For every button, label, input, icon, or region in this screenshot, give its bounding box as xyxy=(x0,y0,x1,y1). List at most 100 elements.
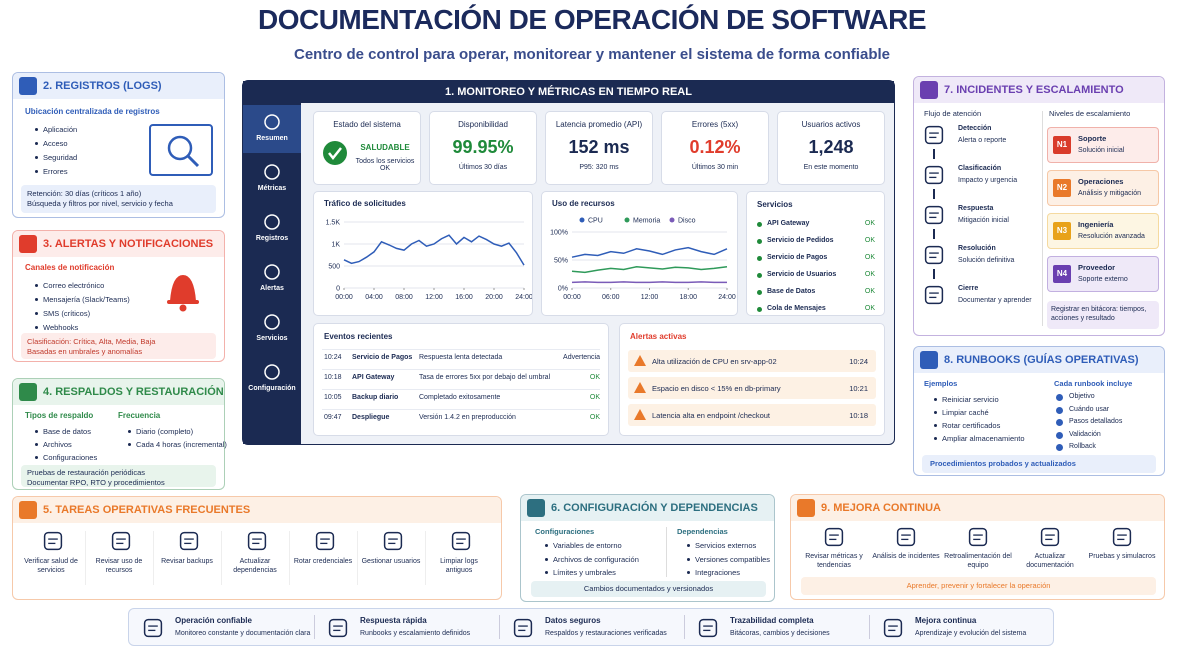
icon xyxy=(513,618,533,638)
x-tick-label: 24:00 xyxy=(515,294,532,301)
x-tick-label: 08:00 xyxy=(395,294,413,301)
x-tick-label: 04:00 xyxy=(365,294,383,301)
event-time: 10:24 xyxy=(324,354,342,361)
panel-header: 9. MEJORA CONTINUA xyxy=(791,495,1164,521)
column-divider xyxy=(1042,111,1043,326)
panel-header: 4. RESPALDOS Y RESTAURACIÓN xyxy=(13,379,224,405)
panel-icon xyxy=(527,499,545,517)
footer-title: Respuesta rápida xyxy=(360,616,427,625)
event-description: Respuesta lenta detectada xyxy=(419,354,503,361)
panel-header: 2. REGISTROS (LOGS) xyxy=(13,73,224,99)
section-heading: Frecuencia xyxy=(118,411,161,420)
task-label: Revisar backups xyxy=(161,558,213,565)
y-tick-label: 0 xyxy=(336,286,340,293)
nav-label: Configuración xyxy=(248,385,296,392)
footer-sub: Bitácoras, cambios y decisiones xyxy=(730,630,830,637)
icon-shape xyxy=(179,531,199,551)
tasks-panel: 5. TAREAS OPERATIVAS FRECUENTES Verificar… xyxy=(12,496,502,600)
runbook-include: Validación xyxy=(1069,430,1101,438)
services-card: Servicios API Gateway OK Servicio de Pedido… xyxy=(746,191,885,316)
kpi-value: 152 ms xyxy=(568,137,630,157)
event-service: Despliegue xyxy=(352,414,390,421)
panel-title: 9. MEJORA CONTINUA xyxy=(821,502,941,514)
icon-shape xyxy=(264,214,280,230)
section-heading: Tipos de respaldo xyxy=(25,411,94,420)
icon-shape xyxy=(634,409,646,420)
icon xyxy=(143,618,163,638)
flow-title: Clasificación xyxy=(958,165,1002,172)
nav-icon xyxy=(264,114,280,130)
kpi-value: 0.12% xyxy=(689,137,741,157)
icon xyxy=(43,531,63,551)
chart-title: Tráfico de solicitudes xyxy=(324,199,406,208)
footer: Operación confiable Monitoreo constante y… xyxy=(128,608,1054,646)
sidebar: Resumen Métricas Registros Alertas Servicios… xyxy=(243,103,301,444)
icon-shape xyxy=(264,364,280,380)
icon-shape xyxy=(1040,527,1060,547)
nav-item: Registros xyxy=(243,205,301,253)
service-name: API Gateway xyxy=(767,220,810,227)
item-divider xyxy=(357,531,358,585)
level-title: Soporte xyxy=(1078,134,1107,143)
bell-icon xyxy=(167,275,199,312)
service-status: OK xyxy=(864,254,875,261)
panel-title: 2. REGISTROS (LOGS) xyxy=(43,80,162,92)
flow-sub: Alerta o reporte xyxy=(958,137,1007,144)
check-badge xyxy=(1056,394,1063,401)
icon-shape xyxy=(170,275,196,301)
icon xyxy=(924,245,944,265)
panel-title: 7. INCIDENTES Y ESCALAMIENTO xyxy=(944,84,1124,96)
note-box: Registrar en bitácora: tiempos, acciones… xyxy=(1047,301,1159,329)
kpi-label: Estado del sistema xyxy=(333,120,401,129)
note-text: Clasificación: Crítica, Alta, Media, Baj… xyxy=(27,337,156,346)
status-dot xyxy=(757,239,762,244)
panel-title: 4. RESPALDOS Y RESTAURACIÓN xyxy=(43,386,224,398)
flow-sub: Solución definitiva xyxy=(958,257,1015,264)
backup-type: Configuraciones xyxy=(35,453,97,462)
panel-title: 8. RUNBOOKS (GUÍAS OPERATIVAS) xyxy=(944,354,1139,366)
improvement-label: Retroalimentación del equipo xyxy=(944,553,1012,569)
config-panel: 6. CONFIGURACIÓN Y DEPENDENCIAS Configura… xyxy=(520,494,775,602)
monitor-header: 1. MONITOREO Y MÉTRICAS EN TIEMPO REAL xyxy=(243,81,894,103)
legend-swatch xyxy=(624,217,630,223)
status-dot xyxy=(757,222,762,227)
channel-item: Correo electrónico xyxy=(35,281,104,290)
log-item: Errores xyxy=(35,167,68,176)
kpi-card: Latencia promedio (API) 152 ms P95: 320 ms xyxy=(545,111,653,185)
icon-shape xyxy=(264,314,280,330)
event-service: Servicio de Pagos xyxy=(352,354,413,361)
dependency-item: Servicios externos xyxy=(687,541,756,550)
nav-icon xyxy=(264,214,280,230)
status-dot xyxy=(757,290,762,295)
panel-icon xyxy=(19,501,37,519)
monitor-panel: 1. MONITOREO Y MÉTRICAS EN TIEMPO REAL Re… xyxy=(242,80,895,445)
event-time: 10:18 xyxy=(324,374,342,381)
log-item: Seguridad xyxy=(35,153,77,162)
icon-shape xyxy=(167,300,199,304)
icon xyxy=(111,531,131,551)
flow-arrow xyxy=(933,189,935,199)
flow-arrow xyxy=(933,229,935,239)
runbooks-panel: 8. RUNBOOKS (GUÍAS OPERATIVAS) Ejemplos Re… xyxy=(913,346,1165,476)
y-tick-label: 500 xyxy=(328,264,340,271)
alert-row: Espacio en disco < 15% en db-primary 10:2… xyxy=(628,377,876,399)
card-title: Alertas activas xyxy=(630,332,687,341)
backup-frequency: Cada 4 horas (incremental) xyxy=(128,440,227,449)
task-label: Rotar credenciales xyxy=(293,558,353,565)
improvement-label: Revisar métricas y tendencias xyxy=(805,553,863,569)
flow-title: Detección xyxy=(958,125,992,132)
icon xyxy=(1040,527,1060,547)
alert-row: Latencia alta en endpoint /checkout 10:18 xyxy=(628,404,876,426)
log-item: Aplicación xyxy=(35,125,77,134)
x-tick-label: 06:00 xyxy=(602,294,620,301)
alerts-panel: 3. ALERTAS Y NOTIFICACIONES Canales de no… xyxy=(12,230,225,362)
section-heading: Niveles de escalamiento xyxy=(1049,109,1131,118)
channel-item: Mensajería (Slack/Teams) xyxy=(35,295,130,304)
service-status: OK xyxy=(864,220,875,227)
service-status: OK xyxy=(864,288,875,295)
config-item: Límites y umbrales xyxy=(545,568,616,577)
panel-icon xyxy=(19,383,37,401)
icon-shape xyxy=(924,125,944,145)
footer-title: Mejora continua xyxy=(915,616,977,625)
kpi-sub: Todos los servicios OK xyxy=(355,158,415,172)
